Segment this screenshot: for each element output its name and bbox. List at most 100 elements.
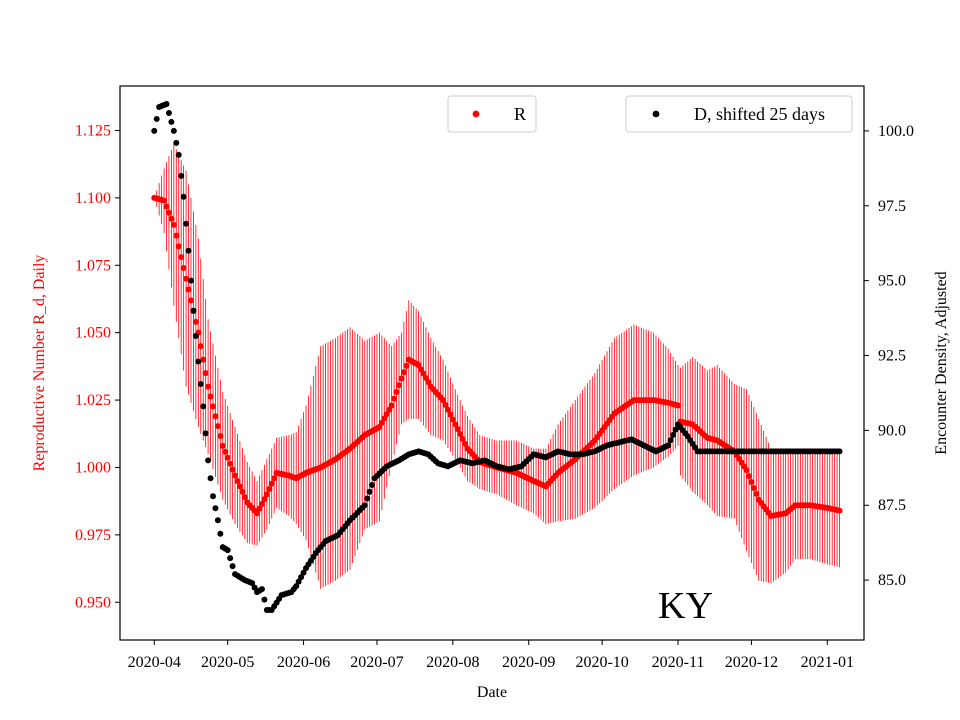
r-point — [452, 421, 459, 428]
right-y-tick-label: 100.0 — [878, 123, 914, 140]
d-point — [249, 580, 256, 587]
r-point — [261, 496, 268, 503]
x-tick-label: 2020-04 — [128, 654, 181, 671]
r-point — [241, 494, 248, 501]
r-point — [393, 388, 400, 395]
d-point — [197, 380, 204, 387]
d-point — [190, 307, 197, 314]
r-point — [202, 370, 209, 377]
d-point — [251, 584, 258, 591]
r-point — [178, 254, 185, 261]
r-point — [256, 505, 263, 512]
r-point — [398, 375, 405, 382]
d-point — [170, 127, 177, 134]
d-point — [195, 358, 202, 365]
d-point — [369, 482, 376, 489]
d-point — [180, 193, 187, 200]
r-point — [192, 318, 199, 325]
d-point — [300, 569, 307, 576]
r-point — [743, 467, 750, 474]
r-point — [449, 416, 456, 423]
r-point — [457, 431, 464, 438]
r-point — [675, 402, 681, 409]
d-point — [153, 115, 160, 122]
d-point — [183, 220, 190, 227]
r-point — [447, 411, 454, 418]
right-y-tick-label: 97.5 — [878, 198, 906, 215]
r-point — [229, 466, 236, 473]
left-y-tick-label: 1.075 — [75, 257, 111, 274]
r-point — [396, 382, 402, 389]
r-point — [271, 475, 278, 482]
r-point — [442, 401, 449, 408]
d-point — [202, 430, 209, 437]
r-point — [185, 286, 192, 293]
d-point — [175, 151, 182, 158]
r-point — [748, 479, 755, 486]
r-point — [183, 275, 190, 282]
d-point — [210, 493, 216, 500]
d-point — [200, 403, 207, 410]
d-point — [667, 437, 674, 444]
r-point — [210, 403, 216, 410]
legend-r-marker — [472, 110, 480, 118]
r-point — [175, 243, 182, 250]
d-series — [151, 100, 843, 614]
left-y-axis-label: Reproductive Number R_d, Daily — [31, 255, 48, 472]
r-point — [163, 203, 170, 210]
r-point — [391, 395, 398, 402]
d-point — [364, 495, 371, 502]
r-point — [224, 454, 231, 461]
x-axis-label: Date — [477, 684, 507, 701]
right-y-axis-label: Encounter Density, Adjusted — [933, 271, 950, 454]
r-point — [170, 221, 177, 228]
d-point — [207, 475, 214, 482]
d-point — [212, 505, 219, 512]
right-y-axis: 85.0 87.5 90.0 92.5 95.0 97.5 100.0 — [864, 123, 914, 589]
x-tick-label: 2020-10 — [575, 654, 628, 671]
r-point — [745, 473, 752, 480]
r-point — [227, 460, 234, 467]
r-point — [239, 488, 246, 495]
r-point — [222, 448, 229, 455]
d-point — [366, 488, 373, 495]
d-point — [187, 277, 194, 284]
x-tick-label: 2020-07 — [350, 654, 403, 671]
d-point — [665, 442, 672, 449]
right-y-tick-label: 92.5 — [878, 348, 906, 365]
r-point — [268, 480, 275, 487]
d-point — [295, 578, 302, 585]
left-y-tick-label: 1.025 — [75, 392, 111, 409]
legend-r-label: R — [514, 104, 526, 124]
r-point — [214, 423, 221, 430]
right-y-tick-label: 95.0 — [878, 273, 906, 290]
d-point — [214, 517, 221, 524]
x-axis: 2020-04 2020-05 2020-06 2020-07 2020-08 2020-… — [128, 640, 854, 671]
left-y-tick-label: 0.950 — [75, 594, 111, 611]
r-point — [173, 232, 180, 239]
r-point — [207, 393, 214, 400]
d-point — [217, 530, 224, 537]
d-point — [163, 100, 170, 107]
left-y-axis: 0.950 0.975 1.000 1.025 1.050 1.075 1.100 1.125 — [75, 122, 120, 611]
d-point — [178, 172, 185, 179]
left-y-tick-label: 0.975 — [75, 527, 111, 544]
d-point — [224, 547, 231, 554]
r-point — [454, 426, 461, 433]
d-point — [298, 574, 305, 581]
legend-r: R — [447, 95, 537, 133]
r-point — [180, 264, 187, 271]
d-point — [261, 596, 268, 603]
legend-d-label: D, shifted 25 days — [694, 104, 825, 124]
d-point — [173, 139, 180, 146]
r-point — [400, 369, 407, 376]
legend-d: D, shifted 25 days — [625, 95, 853, 133]
d-point — [670, 431, 677, 438]
r-point — [266, 486, 273, 493]
d-point — [165, 109, 172, 116]
d-point — [229, 563, 236, 570]
r-point — [234, 477, 241, 484]
r-point — [219, 442, 226, 449]
r-point — [187, 297, 194, 304]
